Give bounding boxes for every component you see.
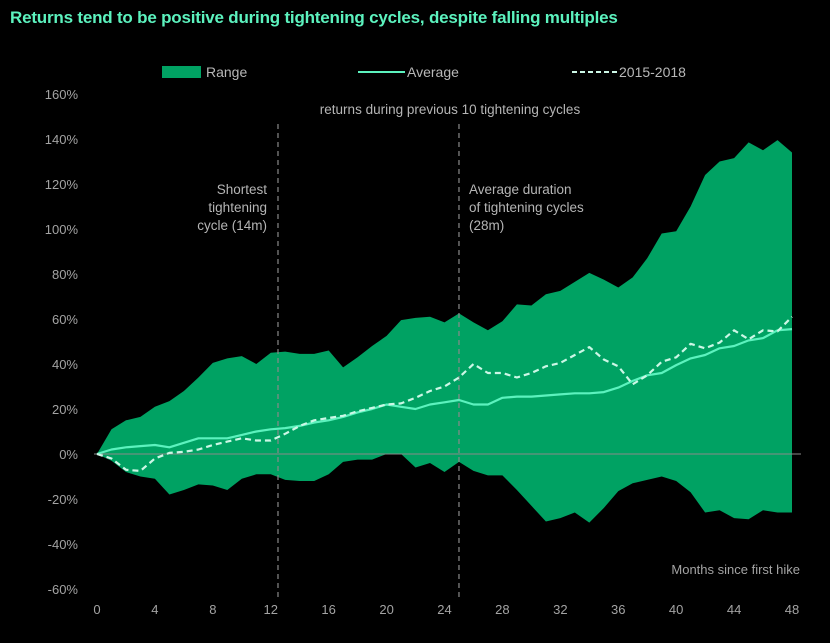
x-tick-label: 12 [264, 602, 278, 617]
y-tick-label: 40% [52, 357, 78, 372]
y-tick-label: 20% [52, 402, 78, 417]
annotation-0-line: tightening [208, 200, 267, 215]
annotation-1-line: of tightening cycles [469, 200, 584, 215]
x-tick-label: 32 [553, 602, 567, 617]
chart-title: Returns tend to be positive during tight… [10, 8, 618, 27]
x-tick-label: 40 [669, 602, 683, 617]
x-tick-label: 4 [151, 602, 158, 617]
y-tick-label: 100% [45, 222, 79, 237]
x-tick-label: 20 [379, 602, 393, 617]
y-tick-label: -20% [48, 492, 79, 507]
x-axis-label: Months since first hike [671, 562, 800, 577]
x-tick-label: 44 [727, 602, 741, 617]
x-tick-label: 28 [495, 602, 509, 617]
x-tick-label: 36 [611, 602, 625, 617]
legend-swatch-range [162, 66, 201, 78]
legend: Range Average 2015-2018 [162, 64, 686, 80]
x-tick-label: 16 [321, 602, 335, 617]
y-tick-label: 160% [45, 87, 79, 102]
y-tick-label: 80% [52, 267, 78, 282]
x-tick-label: 48 [785, 602, 799, 617]
y-tick-label: 0% [59, 447, 78, 462]
x-tick-label: 8 [209, 602, 216, 617]
average-line [96, 328, 793, 456]
y-tick-label: 60% [52, 312, 78, 327]
y-tick-label: -40% [48, 537, 79, 552]
range-area [97, 140, 792, 523]
x-tick-label: 24 [437, 602, 451, 617]
y-tick-label: 120% [45, 177, 79, 192]
y-tick-label: 140% [45, 132, 79, 147]
annotation-0-line: Shortest [217, 182, 268, 197]
annotation-1-line: Average duration [469, 182, 572, 197]
legend-label-range: Range [206, 64, 247, 80]
y-tick-label: -60% [48, 582, 79, 597]
legend-label-2015-2018: 2015-2018 [619, 64, 686, 80]
x-tick-label: 0 [93, 602, 100, 617]
annotation-0-line: cycle (14m) [197, 218, 267, 233]
dashed-line-2015-2018 [96, 316, 793, 472]
chart-subtitle: returns during previous 10 tightening cy… [320, 102, 581, 117]
annotation-1-line: (28m) [469, 218, 504, 233]
legend-label-average: Average [407, 64, 459, 80]
